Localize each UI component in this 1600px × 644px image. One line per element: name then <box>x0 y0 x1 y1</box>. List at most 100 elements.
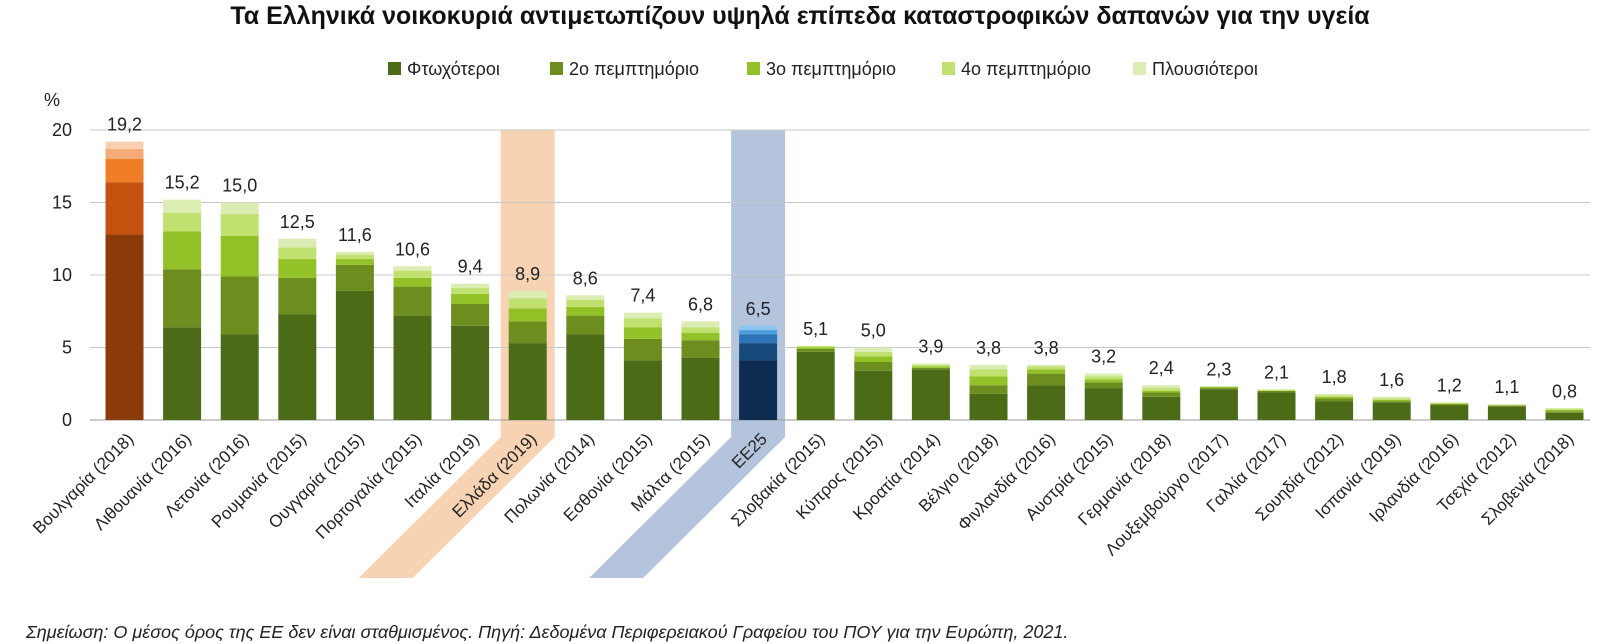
bar-segment-βουλγαρία-2018-1 <box>105 234 144 420</box>
value-label-τσεχία-2012: 1,1 <box>1494 377 1519 397</box>
bar-segment-φινλανδία-2016-2 <box>1027 373 1066 386</box>
bar-stack-κύπρος-2015 <box>854 347 893 420</box>
bar-segment-λιθουανία-2016-1 <box>163 327 202 420</box>
value-label-λουξεμβούργο-2017: 2,3 <box>1206 360 1231 380</box>
bar-segment-ρουμανία-2015-5 <box>278 238 317 248</box>
value-label-φινλανδία-2016: 3,8 <box>1034 338 1059 358</box>
value-label-ρουμανία-2015: 12,5 <box>280 212 315 232</box>
value-label-γερμανία-2018: 2,4 <box>1149 358 1174 378</box>
category-label-βουλγαρία-2018: Βουλγαρία (2018) <box>29 429 137 537</box>
bar-segment-βέλγιο-2018-1 <box>969 393 1008 420</box>
bar-segment-εε25-2 <box>739 343 778 361</box>
legend-label-3: 3ο πεμπτημόριο <box>766 59 896 79</box>
y-tick-10: 10 <box>52 265 72 285</box>
bar-segment-λετονία-2016-3 <box>220 235 259 277</box>
bar-segment-ισπανία-2019-4 <box>1372 398 1411 400</box>
bar-segment-μάλτα-2015-3 <box>681 333 720 341</box>
bar-segment-αυστρία-2015-1 <box>1084 388 1123 420</box>
bar-segment-λετονία-2016-1 <box>220 334 259 420</box>
bar-segment-ρουμανία-2015-2 <box>278 277 317 315</box>
y-axis-unit-label: % <box>44 90 60 110</box>
bar-segment-γαλλία-2017-4 <box>1257 389 1296 391</box>
value-label-βουλγαρία-2018: 19,2 <box>107 115 142 135</box>
bar-segment-πορτογαλία-2015-5 <box>393 266 432 271</box>
y-tick-20: 20 <box>52 120 72 140</box>
bar-segment-κύπρος-2015-1 <box>854 370 893 420</box>
bar-segment-λουξεμβούργο-2017-3 <box>1199 386 1238 389</box>
bar-segment-λουξεμβούργο-2017-2 <box>1199 388 1238 390</box>
bar-segment-αυστρία-2015-5 <box>1084 373 1123 377</box>
bar-segment-ουγγαρία-2015-2 <box>335 264 374 291</box>
bars <box>105 141 1584 420</box>
bar-segment-πορτογαλία-2015-2 <box>393 286 432 316</box>
legend-swatch-5 <box>1133 62 1146 75</box>
bar-segment-φινλανδία-2016-4 <box>1027 366 1066 370</box>
category-label-φινλανδία-2016: Φινλανδία (2016) <box>954 429 1059 534</box>
bar-segment-σλοβενία-2018-1 <box>1545 412 1584 420</box>
bar-segment-εσθονία-2015-3 <box>623 327 662 339</box>
bar-segment-πορτογαλία-2015-4 <box>393 270 432 278</box>
bar-segment-ιταλία-2019-1 <box>451 325 490 420</box>
bar-segment-εσθονία-2015-1 <box>623 360 662 420</box>
bar-stack-βουλγαρία-2018 <box>105 141 144 420</box>
bar-segment-σλοβακία-2015-4 <box>796 346 835 348</box>
bar-segment-εσθονία-2015-4 <box>623 318 662 328</box>
bar-segment-σλοβακία-2015-1 <box>796 351 835 420</box>
value-label-κροατία-2014: 3,9 <box>918 336 943 356</box>
bar-segment-ουγγαρία-2015-1 <box>335 290 374 420</box>
legend-swatch-1 <box>388 62 401 75</box>
bar-segment-λουξεμβούργο-2017-1 <box>1199 389 1238 420</box>
bar-stack-σλοβενία-2018 <box>1545 408 1584 420</box>
bar-segment-εε25-4 <box>739 330 778 335</box>
bar-segment-ισπανία-2019-1 <box>1372 402 1411 420</box>
bar-stack-λουξεμβούργο-2017 <box>1199 386 1238 420</box>
bar-segment-ισπανία-2019-2 <box>1372 401 1411 403</box>
bar-stack-πολωνία-2014 <box>566 295 605 420</box>
legend-swatch-3 <box>747 62 760 75</box>
y-tick-0: 0 <box>62 410 72 430</box>
bar-segment-ελλάδα-2019-5 <box>508 290 547 299</box>
bar-segment-φινλανδία-2016-3 <box>1027 369 1066 374</box>
bar-segment-ιρλανδία-2016-1 <box>1430 405 1469 420</box>
bar-stack-ουγγαρία-2015 <box>335 251 374 420</box>
bar-segment-πολωνία-2014-5 <box>566 295 605 300</box>
bar-segment-ελλάδα-2019-3 <box>508 308 547 322</box>
value-label-ισπανία-2019: 1,6 <box>1379 370 1404 390</box>
category-label-πορτογαλία-2015: Πορτογαλία (2015) <box>312 429 425 542</box>
bar-segment-κροατία-2014-5 <box>911 363 950 365</box>
bar-stack-σλοβακία-2015 <box>796 346 835 420</box>
bar-segment-ιταλία-2019-4 <box>451 288 490 294</box>
value-label-πορτογαλία-2015: 10,6 <box>395 239 430 259</box>
bar-segment-βέλγιο-2018-2 <box>969 385 1008 394</box>
bar-segment-κροατία-2014-1 <box>911 369 950 420</box>
value-label-πολωνία-2014: 8,6 <box>573 268 598 288</box>
bar-segment-ελλάδα-2019-4 <box>508 298 547 309</box>
bar-segment-εε25-5 <box>739 325 778 331</box>
bar-stack-εσθονία-2015 <box>623 312 662 420</box>
bar-stack-φινλανδία-2016 <box>1027 364 1066 420</box>
category-label-λιθουανία-2016: Λιθουανία (2016) <box>90 429 195 534</box>
legend-swatch-2 <box>550 62 563 75</box>
bar-segment-πολωνία-2014-2 <box>566 315 605 335</box>
bar-stack-αυστρία-2015 <box>1084 373 1123 420</box>
bar-segment-λιθουανία-2016-4 <box>163 212 202 232</box>
bar-stack-λιθουανία-2016 <box>163 199 202 420</box>
bar-segment-τσεχία-2012-2 <box>1487 405 1526 407</box>
value-label-λιθουανία-2016: 15,2 <box>165 173 200 193</box>
bar-segment-βέλγιο-2018-3 <box>969 376 1008 386</box>
bar-stack-κροατία-2014 <box>911 363 950 420</box>
bar-segment-κροατία-2014-2 <box>911 367 950 370</box>
value-label-μάλτα-2015: 6,8 <box>688 294 713 314</box>
bar-segment-ιρλανδία-2016-4 <box>1430 402 1469 405</box>
bar-segment-ρουμανία-2015-4 <box>278 247 317 260</box>
bar-segment-ελλάδα-2019-1 <box>508 343 547 420</box>
bar-segment-σλοβενία-2018-2 <box>1545 411 1584 413</box>
bar-segment-αυστρία-2015-2 <box>1084 382 1123 389</box>
bar-segment-κύπρος-2015-2 <box>854 362 893 371</box>
bar-segment-φινλανδία-2016-5 <box>1027 364 1066 367</box>
bar-segment-πολωνία-2014-4 <box>566 299 605 307</box>
bar-stack-λετονία-2016 <box>220 202 259 420</box>
y-tick-15: 15 <box>52 193 72 213</box>
bar-stack-εε25 <box>739 325 778 420</box>
bar-stack-ιρλανδία-2016 <box>1430 402 1469 420</box>
